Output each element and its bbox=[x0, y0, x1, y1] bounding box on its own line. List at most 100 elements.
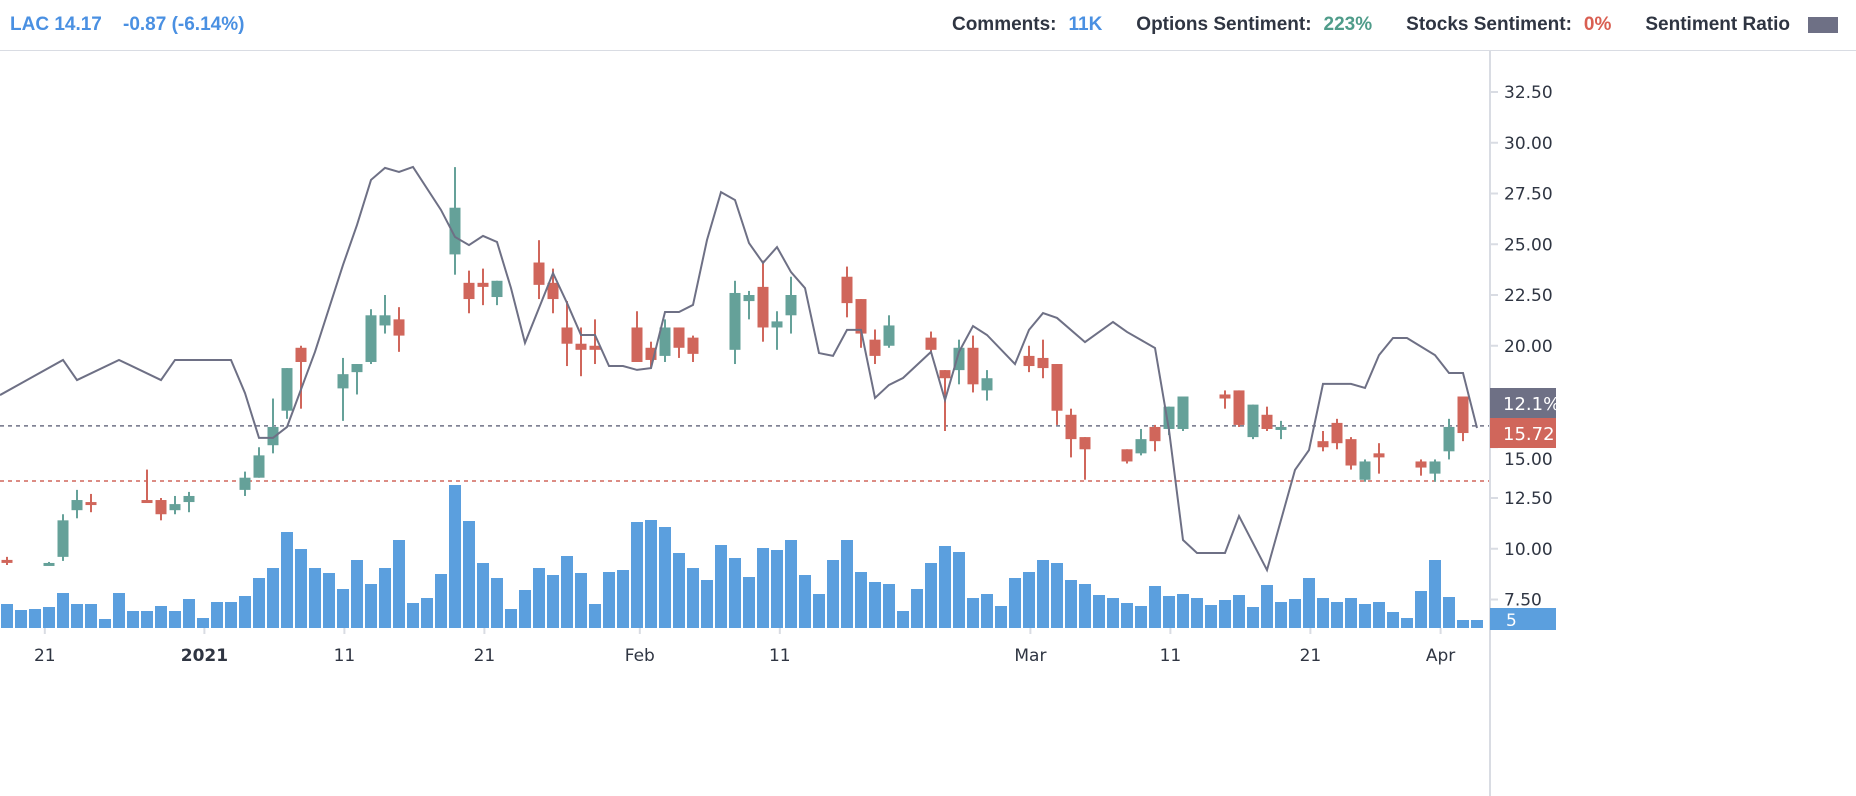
volume-bar bbox=[673, 553, 685, 628]
volume-bar bbox=[953, 552, 965, 628]
comments-label: Comments: bbox=[951, 14, 1057, 35]
candle-body bbox=[1359, 461, 1371, 480]
candle-body bbox=[1149, 426, 1161, 442]
volume-bar bbox=[841, 540, 853, 628]
y-tick-label: 7.50 bbox=[1504, 591, 1542, 611]
candle bbox=[841, 266, 853, 318]
candle-body bbox=[953, 347, 965, 371]
volume-bar bbox=[1205, 605, 1217, 628]
volume-bar bbox=[1163, 596, 1175, 628]
candle-body bbox=[351, 364, 363, 373]
sentiment-ratio-legend[interactable]: Sentiment Ratio bbox=[1645, 14, 1790, 35]
candle bbox=[379, 295, 391, 334]
candle bbox=[85, 493, 97, 513]
candle-body bbox=[239, 477, 251, 490]
volume-bar bbox=[1345, 598, 1357, 628]
candle bbox=[71, 489, 83, 519]
candle-body bbox=[869, 339, 881, 356]
candle-body bbox=[673, 327, 685, 348]
stocks-sentiment-value: 0% bbox=[1583, 14, 1612, 35]
candle bbox=[785, 276, 797, 334]
candle bbox=[883, 315, 895, 348]
x-tick-label: Apr bbox=[1426, 646, 1455, 666]
volume-bar bbox=[379, 568, 391, 628]
candle bbox=[43, 561, 55, 566]
candle-body bbox=[1219, 394, 1231, 399]
candle bbox=[491, 280, 503, 306]
candle-body bbox=[939, 370, 951, 379]
candle-body bbox=[1079, 437, 1091, 450]
candle-body bbox=[659, 327, 671, 356]
volume-bar bbox=[519, 590, 531, 628]
x-tick-label: 11 bbox=[334, 646, 356, 666]
ticker-price: LAC 14.17 bbox=[10, 14, 102, 35]
y-tick-label: 20.00 bbox=[1504, 337, 1553, 357]
volume-bar bbox=[99, 619, 111, 628]
volume-bar bbox=[1191, 598, 1203, 628]
volume-bar bbox=[701, 580, 713, 628]
y-tick-label: 15.00 bbox=[1504, 450, 1553, 470]
candle-body bbox=[1163, 406, 1175, 429]
candle-body bbox=[491, 280, 503, 298]
volume-bar bbox=[29, 609, 41, 628]
candle-body bbox=[1233, 390, 1245, 425]
options-sentiment-label: Options Sentiment: bbox=[1136, 14, 1312, 35]
candle bbox=[1149, 424, 1161, 452]
volume-bar bbox=[1079, 584, 1091, 628]
volume-bar bbox=[1387, 612, 1399, 628]
candle-body bbox=[645, 347, 657, 360]
candle-body bbox=[771, 321, 783, 328]
candle-body bbox=[463, 282, 475, 300]
candle-body bbox=[757, 286, 769, 328]
candle bbox=[1135, 428, 1147, 456]
comments-stat: Comments: 11K bbox=[952, 14, 1102, 36]
candle bbox=[729, 280, 741, 365]
candle bbox=[1233, 390, 1245, 427]
volume-bar bbox=[897, 611, 909, 628]
volume-bar bbox=[253, 578, 265, 628]
volume-bar bbox=[323, 573, 335, 628]
candle-body bbox=[85, 502, 97, 506]
candle bbox=[295, 345, 307, 409]
candle bbox=[1037, 339, 1049, 379]
volume-bar bbox=[1121, 603, 1133, 628]
candle-body bbox=[855, 299, 867, 334]
candle-body bbox=[547, 282, 559, 300]
candle-body bbox=[1429, 461, 1441, 474]
sentiment-ratio-line bbox=[0, 165, 1478, 573]
candle bbox=[1051, 364, 1063, 425]
volume-bar bbox=[1065, 580, 1077, 628]
candle-body bbox=[267, 426, 279, 446]
volume-bar bbox=[1107, 598, 1119, 628]
candle-body bbox=[183, 495, 195, 503]
candle-body bbox=[1037, 357, 1049, 369]
candle-body bbox=[1443, 426, 1455, 452]
candle bbox=[351, 364, 363, 395]
volume-bar bbox=[197, 618, 209, 628]
candle-body bbox=[141, 500, 153, 504]
volume-bar bbox=[1051, 563, 1063, 628]
volume-bar bbox=[393, 540, 405, 628]
volume-bar bbox=[631, 522, 643, 628]
candle bbox=[1373, 443, 1385, 474]
candle-body bbox=[687, 337, 699, 354]
volume-bar bbox=[1037, 560, 1049, 628]
candle bbox=[855, 299, 867, 348]
volume-bar bbox=[813, 594, 825, 628]
candle-body bbox=[1317, 441, 1329, 448]
candle bbox=[645, 341, 657, 369]
candle bbox=[57, 514, 69, 561]
candle bbox=[659, 319, 671, 362]
volume-bar bbox=[1373, 602, 1385, 628]
candle-body bbox=[1373, 453, 1385, 458]
volume-bar bbox=[1177, 594, 1189, 628]
candle-body bbox=[589, 345, 601, 350]
volume-bar bbox=[1009, 578, 1021, 628]
candle bbox=[1023, 345, 1035, 373]
candle bbox=[1065, 408, 1077, 458]
candle-body bbox=[1121, 449, 1133, 462]
sentiment-value-label: 12.1% bbox=[1503, 394, 1560, 415]
candle-body bbox=[1051, 364, 1063, 411]
volume-bar bbox=[1233, 595, 1245, 628]
